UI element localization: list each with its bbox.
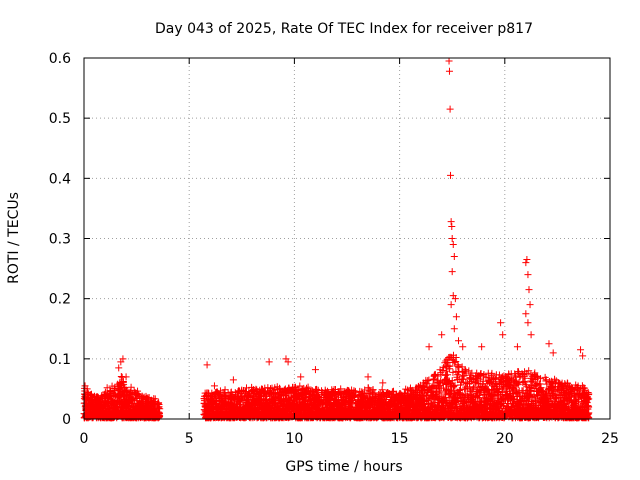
- data-point: [151, 395, 159, 403]
- data-points: [80, 57, 593, 422]
- data-point: [221, 386, 229, 394]
- grid-lines: [84, 58, 610, 419]
- chart-title: Day 043 of 2025, Rate Of TEC Index for r…: [155, 21, 533, 37]
- data-point: [134, 391, 142, 399]
- data-point: [127, 383, 135, 391]
- data-point: [156, 405, 164, 413]
